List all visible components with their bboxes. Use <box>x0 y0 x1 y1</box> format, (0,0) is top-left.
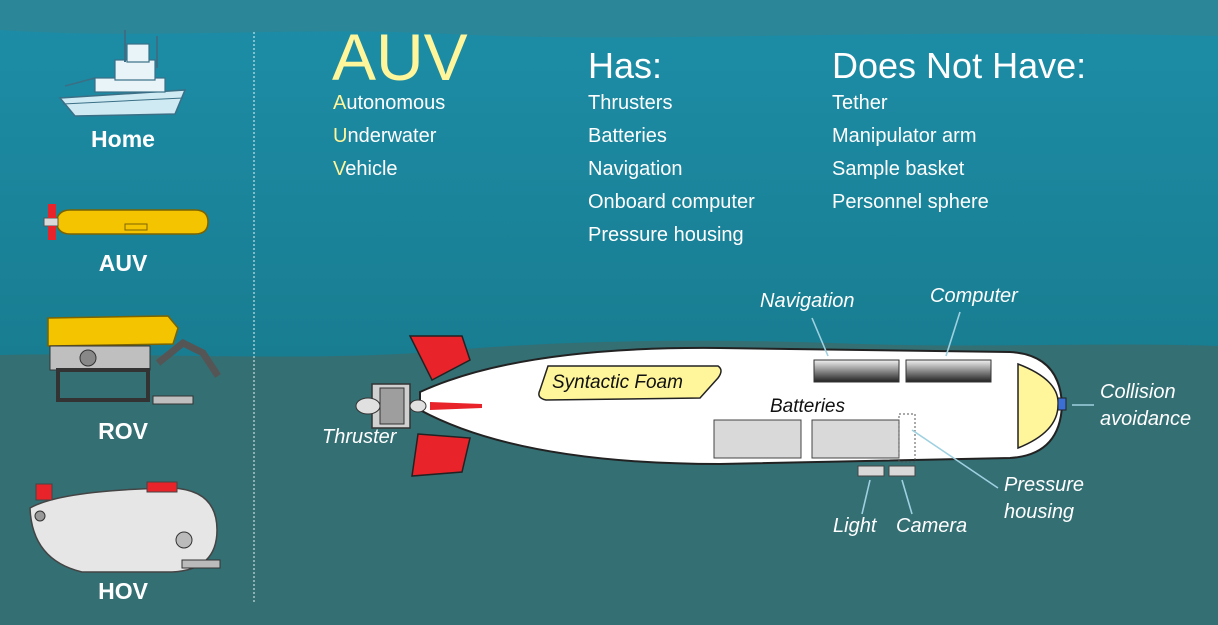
auv-icon[interactable] <box>30 200 210 245</box>
not-have-list: Tether Manipulator arm Sample basket Per… <box>832 87 989 219</box>
page-title: AUV <box>332 20 468 94</box>
acronym-line: Underwater <box>333 125 437 147</box>
list-item: Onboard computer <box>588 191 755 213</box>
acronym-list: Autonomous Underwater Vehicle <box>333 87 445 186</box>
sidebar-item-rov[interactable]: ROV <box>98 418 148 444</box>
label-camera: Camera <box>896 515 968 537</box>
list-item: Batteries <box>588 125 667 147</box>
list-item: Pressure housing <box>588 224 744 246</box>
syntactic-foam <box>538 365 722 401</box>
rov-icon[interactable] <box>38 308 228 413</box>
pressure-housing <box>898 413 916 463</box>
has-heading: Has: <box>588 45 663 86</box>
label-collision: Collision avoidance <box>1100 381 1192 430</box>
sidebar-item-auv[interactable]: AUV <box>98 250 148 276</box>
list-item: Sample basket <box>832 158 965 180</box>
label-batteries: Batteries <box>770 396 845 417</box>
sidebar-divider <box>253 32 255 602</box>
label-navigation: Navigation <box>760 290 855 312</box>
ship-icon[interactable] <box>55 28 190 123</box>
battery-box <box>811 419 900 459</box>
list-item: Personnel sphere <box>832 191 989 213</box>
sidebar-item-home[interactable]: Home <box>91 126 155 152</box>
navigation-box <box>813 359 900 383</box>
thruster-prop <box>355 397 381 415</box>
upper-fin <box>408 335 471 382</box>
label-thruster: Thruster <box>322 426 397 448</box>
hov-icon[interactable] <box>22 480 227 580</box>
lower-fin <box>411 433 471 477</box>
computer-box <box>905 359 992 383</box>
label-syntactic-foam: Syntactic Foam <box>552 372 683 393</box>
list-item: Tether <box>832 92 888 114</box>
not-have-heading: Does Not Have: <box>832 45 1087 86</box>
acronym-line: Vehicle <box>333 158 398 180</box>
battery-box <box>713 419 802 459</box>
label-pressure-housing: Pressure housing <box>1004 474 1085 523</box>
label-light: Light <box>833 515 877 537</box>
camera-box <box>888 465 916 477</box>
list-item: Manipulator arm <box>832 125 977 147</box>
has-list: Thrusters Batteries Navigation Onboard c… <box>588 87 755 252</box>
list-item: Navigation <box>588 158 683 180</box>
collision-sensor <box>1057 397 1067 411</box>
sidebar-item-hov[interactable]: HOV <box>98 578 148 604</box>
acronym-line: Autonomous <box>333 92 446 114</box>
label-computer: Computer <box>930 285 1018 307</box>
list-item: Thrusters <box>588 92 673 114</box>
light-box <box>857 465 885 477</box>
